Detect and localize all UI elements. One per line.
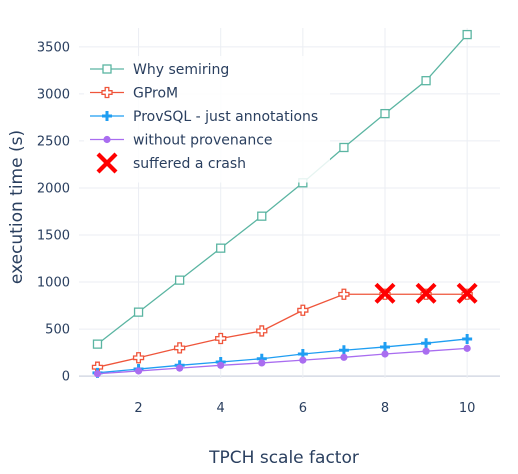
- y-tick-label: 500: [45, 323, 70, 338]
- x-tick-label: 2: [134, 401, 142, 416]
- series-provsql-just-annotations: [92, 333, 473, 378]
- y-axis-title: execution time (s): [7, 130, 27, 284]
- legend-item-without-provenance[interactable]: without provenance: [90, 133, 273, 149]
- x-tick-labels: 2 4 6 8 10: [134, 401, 475, 416]
- y-tick-label: 0: [62, 370, 70, 385]
- data-point-suffered-a-crash: [415, 282, 437, 304]
- legend-label: Why semiring: [133, 62, 229, 78]
- legend: Why semiring GProM ProvSQL - just annotati…: [84, 56, 330, 183]
- data-point-provsql-just-annotations: [421, 338, 432, 349]
- series-gprom: [91, 288, 473, 373]
- data-point-gprom: [338, 288, 350, 300]
- legend-item-provsql-just-annotations[interactable]: ProvSQL - just annotations: [90, 109, 318, 125]
- series-line-provsql-just-annotations: [97, 338, 468, 374]
- legend-marker: [102, 111, 112, 121]
- y-tick-label: 3500: [37, 40, 70, 55]
- legend-marker: [101, 86, 113, 99]
- data-point-provsql-just-annotations: [338, 345, 349, 356]
- series-line-gprom: [97, 293, 468, 368]
- x-axis-title: TPCH scale factor: [208, 448, 359, 468]
- data-point-without-provenance: [93, 370, 102, 378]
- legend-label: without provenance: [133, 133, 273, 149]
- data-point-why-semiring: [421, 76, 431, 86]
- series-line-without-provenance: [97, 347, 468, 375]
- y-tick-label: 2000: [37, 181, 70, 196]
- legend-item-why-semiring[interactable]: Why semiring: [90, 62, 229, 78]
- data-point-why-semiring: [92, 339, 103, 349]
- legend-marker: [102, 64, 112, 74]
- series-without-provenance: [93, 344, 471, 378]
- series-layer: [91, 29, 478, 378]
- legend-marker: [96, 152, 118, 174]
- data-point-why-semiring: [174, 275, 185, 285]
- data-point-without-provenance: [176, 364, 184, 372]
- y-tick-labels: 0 500 1000 1500 2000 2500 3000 3500: [37, 40, 70, 384]
- data-point-provsql-just-annotations: [462, 333, 473, 344]
- legend-item-gprom[interactable]: GProM: [90, 86, 178, 102]
- data-point-provsql-just-annotations: [379, 341, 390, 352]
- data-point-without-provenance: [340, 353, 348, 361]
- legend-marker: [103, 135, 111, 144]
- data-point-why-semiring: [257, 211, 267, 221]
- data-point-gprom: [297, 304, 309, 316]
- series-why-semiring: [92, 29, 472, 349]
- legend-label: GProM: [133, 86, 178, 102]
- x-tick-label: 8: [381, 401, 389, 416]
- x-tick-label: 4: [217, 401, 225, 416]
- data-point-why-semiring: [380, 108, 390, 119]
- data-point-gprom: [256, 325, 268, 337]
- data-point-without-provenance: [381, 350, 389, 358]
- x-tick-label: 6: [299, 401, 307, 416]
- legend-label: ProvSQL - just annotations: [133, 109, 318, 125]
- data-point-without-provenance: [134, 367, 143, 375]
- data-point-suffered-a-crash: [456, 282, 478, 304]
- y-tick-label: 1000: [37, 276, 70, 291]
- data-point-gprom: [215, 332, 227, 345]
- data-point-suffered-a-crash: [374, 282, 396, 304]
- series-line-why-semiring: [97, 34, 468, 345]
- series-suffered-a-crash: [374, 282, 478, 304]
- data-point-gprom: [173, 342, 186, 354]
- data-point-without-provenance: [217, 361, 225, 369]
- x-tick-label: 10: [459, 401, 476, 416]
- data-point-why-semiring: [462, 29, 472, 40]
- data-point-why-semiring: [339, 142, 349, 153]
- data-point-gprom: [132, 352, 145, 364]
- legend-background: [84, 56, 330, 183]
- data-point-without-provenance: [422, 347, 430, 355]
- legend-item-suffered-a-crash[interactable]: suffered a crash: [96, 152, 246, 174]
- y-tick-label: 1500: [37, 228, 70, 243]
- data-point-without-provenance: [299, 356, 307, 364]
- data-point-why-semiring: [216, 243, 226, 253]
- y-tick-label: 2500: [37, 134, 70, 149]
- legend-label: suffered a crash: [133, 156, 246, 172]
- data-point-without-provenance: [463, 344, 471, 352]
- y-tick-label: 3000: [37, 87, 70, 102]
- data-point-without-provenance: [258, 359, 266, 367]
- data-point-why-semiring: [133, 307, 144, 317]
